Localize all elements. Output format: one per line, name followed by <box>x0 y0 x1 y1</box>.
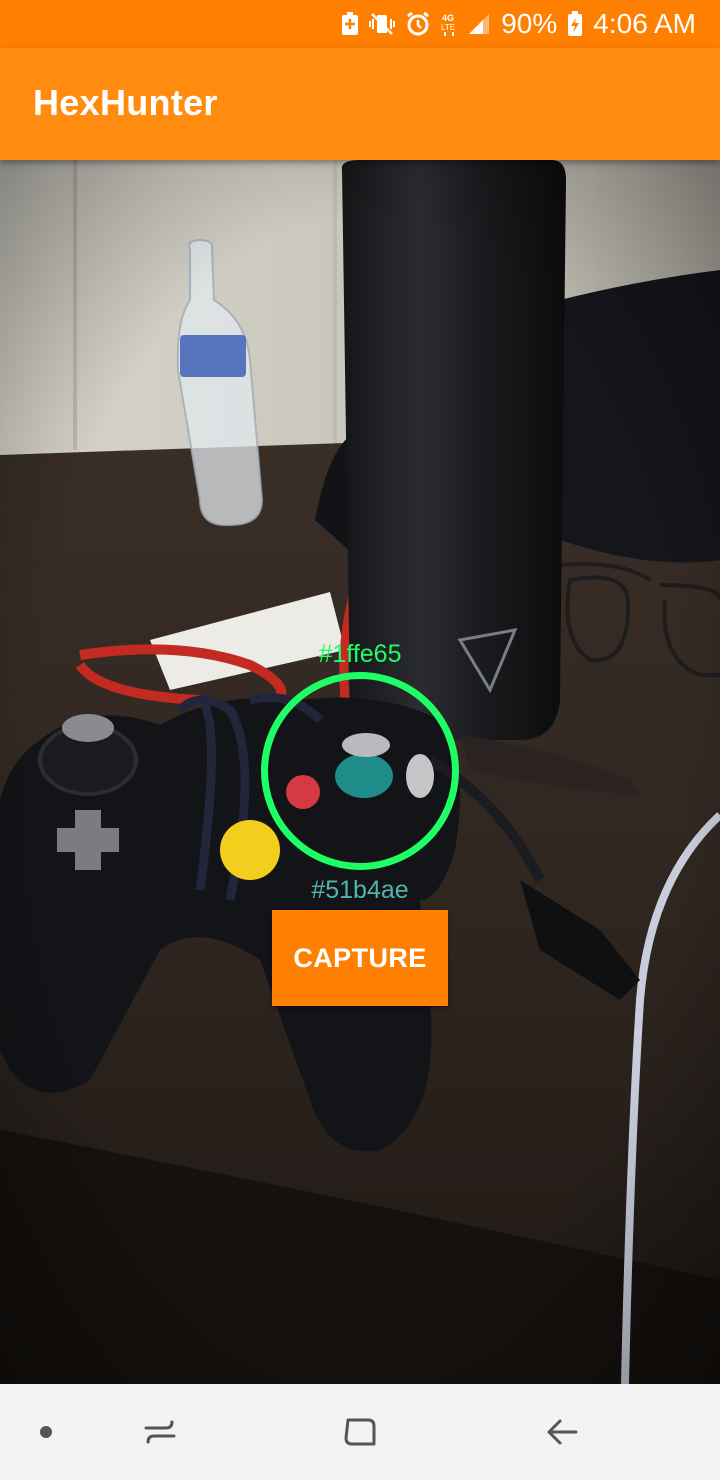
battery-saver-icon <box>341 12 359 36</box>
recent-apps-icon[interactable] <box>130 1402 190 1462</box>
target-hex-label: #1ffe65 <box>318 640 402 668</box>
app-title: HexHunter <box>33 82 218 123</box>
vibrate-mute-icon <box>369 12 396 36</box>
lte-icon: 4G LTE <box>441 11 457 37</box>
svg-text:LTE: LTE <box>441 23 455 32</box>
capture-button[interactable]: CAPTURE <box>272 910 448 1006</box>
status-icons: 4G LTE 90% 4:06 AM <box>341 0 696 48</box>
dot-icon[interactable] <box>16 1402 76 1462</box>
status-bar: 4G LTE 90% 4:06 AM <box>0 0 720 48</box>
battery-percent: 90% <box>501 8 558 39</box>
navigation-bar <box>0 1384 720 1480</box>
alarm-icon <box>405 11 431 37</box>
app-bar: HexHunter <box>0 48 720 160</box>
home-icon[interactable] <box>330 1402 390 1462</box>
charging-battery-icon <box>567 11 583 37</box>
sampled-hex-label: #51b4ae <box>311 876 409 904</box>
back-icon[interactable] <box>532 1402 592 1462</box>
svg-text:4G: 4G <box>442 13 454 23</box>
status-time: 4:06 AM <box>593 8 696 39</box>
signal-icon <box>467 12 491 36</box>
color-sampling-ring <box>261 672 459 870</box>
